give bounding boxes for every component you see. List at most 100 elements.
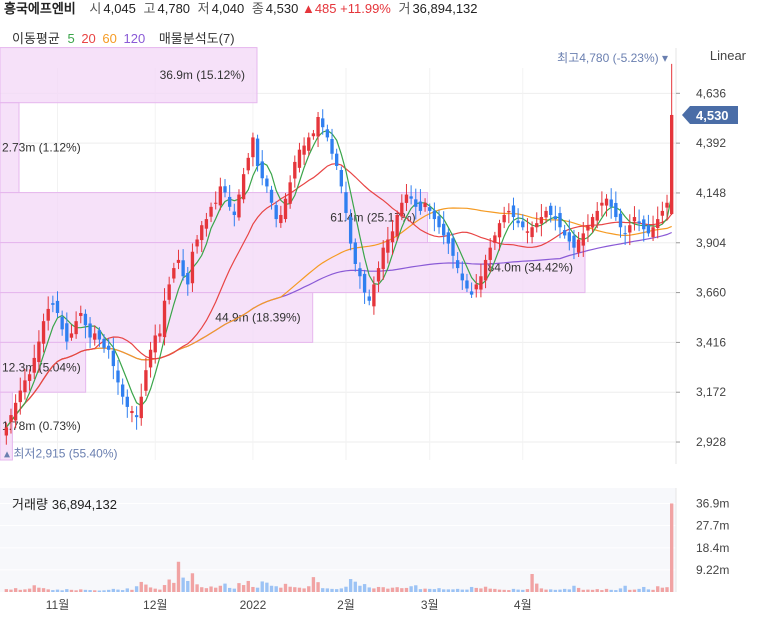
candle	[632, 206, 637, 231]
candle	[432, 202, 437, 232]
candle-body	[493, 235, 497, 243]
volume-bar	[446, 589, 451, 592]
volume-tick-label: 36.9m	[696, 496, 729, 510]
candle-body	[255, 138, 260, 166]
volume-bar	[237, 583, 241, 592]
ma-legend[interactable]: 이동평균 5 20 60 120 매물분석도(7)	[12, 30, 235, 48]
candle	[325, 124, 330, 142]
candle-body	[353, 242, 357, 264]
candle	[265, 175, 269, 193]
volume-bar	[562, 588, 567, 592]
volume-profile-toggle[interactable]: 매물분석도(7)	[158, 31, 235, 46]
candle	[479, 263, 483, 298]
candle	[209, 202, 213, 223]
candle	[511, 197, 516, 231]
volume-bar	[316, 582, 320, 592]
low-label: 저	[197, 1, 210, 16]
candle	[428, 203, 432, 220]
candle-body	[372, 284, 376, 307]
candle-body	[190, 251, 195, 284]
candle	[400, 194, 404, 221]
volume-bar	[288, 586, 292, 592]
candle-body	[586, 225, 590, 231]
candle	[525, 218, 530, 244]
candle	[74, 311, 78, 339]
candle	[549, 202, 553, 223]
candle	[111, 337, 116, 380]
volume-bar	[37, 587, 41, 592]
candle	[390, 219, 395, 255]
volume-bar	[116, 589, 120, 592]
volume-bar	[595, 589, 599, 592]
candle	[251, 132, 255, 167]
candle-body	[367, 296, 371, 301]
volume-bar	[227, 587, 232, 592]
candle-body	[637, 221, 641, 224]
price-tick-label: 3,904	[696, 236, 726, 250]
candle-body	[381, 247, 385, 269]
candle	[204, 212, 209, 237]
volume-bar	[502, 589, 506, 592]
candle	[167, 276, 171, 305]
candle-body	[200, 225, 204, 241]
candle-body	[432, 210, 437, 220]
volume-bar	[176, 561, 181, 592]
candle-body	[525, 231, 530, 233]
candle	[367, 289, 371, 306]
volume-bar	[604, 588, 609, 592]
candle	[32, 344, 36, 380]
candle-body	[604, 198, 609, 206]
volume-bar	[214, 587, 218, 592]
volume-bar	[437, 588, 441, 592]
candle-body	[442, 223, 446, 236]
volume-bar	[553, 589, 558, 592]
candle-body	[283, 198, 288, 220]
candle	[362, 269, 367, 304]
candle	[409, 185, 413, 205]
volume-bar	[535, 583, 539, 592]
volume-bar	[451, 589, 455, 592]
volume-bar	[107, 589, 111, 592]
volume-profile-label: 1.78m (0.73%)	[2, 419, 81, 433]
candle	[516, 208, 520, 228]
volume-profile-label: 84.0m (34.42%)	[488, 261, 573, 275]
volume-bar	[269, 585, 274, 592]
candle-body	[483, 259, 488, 281]
candle	[414, 188, 418, 220]
candle	[107, 338, 111, 359]
volume-bar	[455, 588, 460, 592]
candle-body	[144, 370, 148, 391]
candle-body	[307, 137, 311, 151]
candle	[223, 179, 227, 198]
candle-body	[288, 182, 292, 204]
candle	[656, 206, 660, 239]
price-tick-label: 3,660	[696, 286, 726, 300]
volume-bar	[348, 579, 353, 592]
candle	[13, 394, 18, 429]
volume-bar	[18, 589, 22, 592]
volume-bar	[139, 581, 143, 592]
candle	[358, 262, 362, 289]
candle-body	[669, 114, 674, 214]
candle	[125, 389, 129, 418]
candle-body	[111, 350, 116, 367]
volume-profile-bar	[0, 47, 258, 104]
volume-bar	[97, 590, 102, 592]
candle-body	[130, 411, 134, 414]
volume-total: 36,894,132	[51, 497, 117, 512]
candle	[437, 210, 441, 234]
scale-toggle-button[interactable]: Linear	[709, 48, 746, 63]
volume-bar	[544, 589, 548, 592]
volume-title: 거래량	[12, 497, 48, 512]
candle	[572, 229, 576, 260]
candle-body	[69, 333, 74, 338]
volume-bar	[200, 587, 204, 592]
x-tick-label: 4월	[514, 598, 532, 612]
volume-bar	[88, 590, 92, 592]
candle-body	[302, 145, 306, 155]
volume-bar	[334, 589, 339, 592]
candle	[637, 209, 641, 232]
open-value: 4,045	[103, 1, 136, 16]
candle-body	[609, 199, 613, 207]
